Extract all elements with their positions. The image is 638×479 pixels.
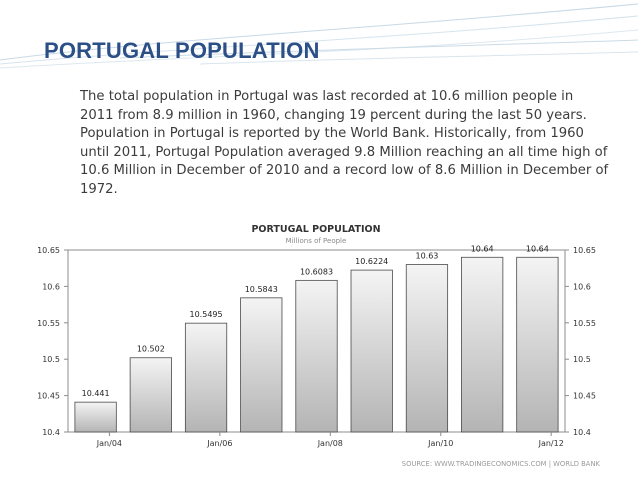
- y-tick-label-left: 10.55: [37, 319, 60, 328]
- bar: [295, 279, 338, 433]
- bar: [240, 297, 283, 433]
- chart-source: SOURCE: WWW.TRADINGECONOMICS.COM | WORLD…: [402, 460, 601, 468]
- bar-value-label: 10.6083: [300, 267, 333, 276]
- x-tick-label: Jan/08: [317, 439, 343, 448]
- chart-title: PORTUGAL POPULATION: [251, 224, 380, 235]
- x-tick-label: Jan/04: [96, 439, 122, 448]
- chart-subtitle: Millions of People: [286, 237, 347, 245]
- decorative-swoosh-lines: [0, 3, 638, 69]
- y-tick-label-right: 10.65: [573, 246, 596, 255]
- bar-value-label: 10.5495: [190, 310, 223, 319]
- bars-group: [74, 256, 559, 433]
- y-axis-left: 10.4 10.45 10.5 10.55 10.6 10.65: [37, 246, 68, 437]
- slide-title: PORTUGAL POPULATION: [44, 38, 320, 63]
- y-tick-label-right: 10.55: [573, 319, 596, 328]
- bar: [461, 256, 504, 433]
- bar: [350, 269, 393, 433]
- bar-value-label: 10.441: [82, 389, 110, 398]
- bar: [184, 322, 228, 433]
- bar-value-label: 10.64: [526, 244, 549, 253]
- bar: [129, 357, 172, 433]
- x-axis: Jan/04 Jan/06 Jan/08 Jan/10 Jan/12: [96, 432, 564, 448]
- y-tick-label-right: 10.45: [573, 392, 596, 401]
- slide-paragraph: The total population in Portugal was las…: [80, 89, 609, 197]
- y-tick-label-right: 10.5: [573, 355, 591, 364]
- x-tick-label: Jan/06: [206, 439, 232, 448]
- bar-value-labels: 10.441 10.502 10.5495 10.5843 10.6083 10.6224…: [82, 244, 549, 398]
- y-tick-label-left: 10.45: [37, 392, 60, 401]
- y-tick-label-right: 10.6: [573, 282, 591, 291]
- y-tick-label-left: 10.5: [42, 355, 60, 364]
- bar: [405, 264, 449, 433]
- bar-value-label: 10.64: [471, 244, 494, 253]
- y-axis-right: 10.4 10.45 10.5 10.55 10.6 10.65: [565, 246, 596, 437]
- bar-value-label: 10.502: [137, 345, 165, 354]
- population-bar-chart: PORTUGAL POPULATION Millions of People 1…: [37, 224, 601, 468]
- y-tick-label-left: 10.65: [37, 246, 60, 255]
- y-tick-label-left: 10.4: [42, 428, 60, 437]
- x-tick-label: Jan/12: [538, 439, 564, 448]
- bar-value-label: 10.6224: [355, 257, 388, 266]
- y-tick-label-right: 10.4: [573, 428, 591, 437]
- bar-value-label: 10.63: [415, 252, 438, 261]
- bar-value-label: 10.5843: [245, 285, 278, 294]
- y-tick-label-left: 10.6: [42, 282, 60, 291]
- x-tick-label: Jan/10: [427, 439, 453, 448]
- bar: [516, 256, 559, 433]
- bar: [74, 401, 117, 433]
